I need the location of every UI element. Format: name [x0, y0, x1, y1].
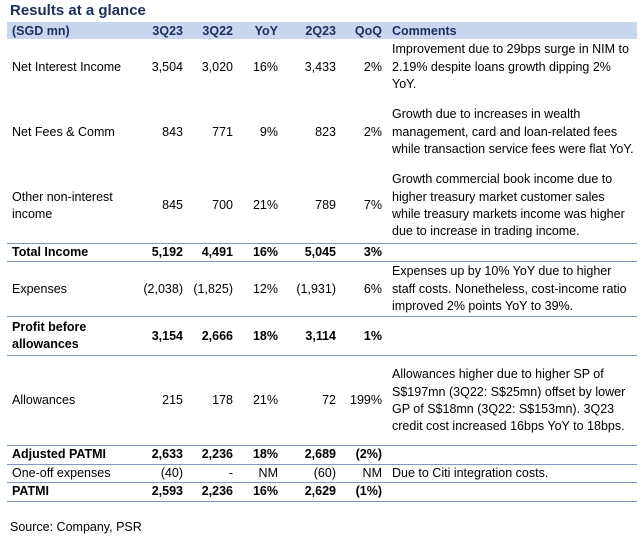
- table-row: Total Income 5,192 4,491 16% 5,045 3%: [7, 242, 637, 262]
- cell-comment: [384, 316, 637, 356]
- cell-comment: Growth commercial book income due to hig…: [392, 172, 625, 239]
- cell-2q23: 2,629: [280, 482, 338, 502]
- cell-yoy: 21%: [252, 198, 278, 213]
- table-row: PATMI 2,593 2,236 16% 2,629 (1%): [7, 482, 637, 502]
- row-label: One-off expenses: [7, 463, 128, 483]
- cell-qoq: 7%: [363, 198, 382, 213]
- cell-yoy: 18%: [235, 445, 280, 465]
- cell-comment: Due to Citi integration costs.: [384, 463, 637, 483]
- row-label: Net Interest Income: [12, 59, 122, 74]
- cell-yoy: 18%: [235, 316, 280, 356]
- cell-2q23: 2,689: [280, 445, 338, 465]
- header-unit: (SGD mn): [7, 22, 128, 39]
- cell-2q23: 3,114: [280, 316, 338, 356]
- cell-qoq: NM: [338, 463, 384, 483]
- cell-qoq: 3%: [338, 242, 384, 262]
- cell-comment: Growth due to increases in wealth manage…: [392, 107, 634, 157]
- cell-2q23: 823: [315, 124, 336, 139]
- results-table: (SGD mn) 3Q23 3Q22 YoY 2Q23 QoQ Comments…: [7, 22, 637, 502]
- cell-3q23: (40): [128, 463, 185, 483]
- cell-qoq: 2%: [363, 124, 382, 139]
- table-row: Expenses (2,038) (1,825) 12% (1,931) 6% …: [7, 261, 637, 317]
- cell-qoq: 1%: [338, 316, 384, 356]
- cell-2q23: 72: [280, 355, 338, 446]
- row-label: Total Income: [7, 242, 128, 262]
- header-comments: Comments: [384, 22, 637, 39]
- row-label: Expenses: [7, 261, 128, 317]
- source-note: Source: Company, PSR: [10, 520, 142, 534]
- cell-3q22: 2,236: [185, 445, 235, 465]
- cell-2q23: 789: [315, 198, 336, 213]
- cell-3q22: 2,236: [185, 482, 235, 502]
- cell-yoy: 9%: [259, 124, 278, 139]
- row-label: Net Fees & Comm: [12, 124, 115, 139]
- cell-3q22: 4,491: [185, 242, 235, 262]
- cell-3q23: 3,504: [151, 59, 183, 74]
- cell-3q23: 3,154: [128, 316, 185, 356]
- cell-3q23: 2,633: [128, 445, 185, 465]
- header-yoy: YoY: [235, 22, 280, 39]
- row-label: PATMI: [7, 482, 128, 502]
- cell-3q22: 178: [185, 355, 235, 446]
- cell-3q23: 845: [162, 198, 183, 213]
- cell-qoq: (2%): [338, 445, 384, 465]
- cell-qoq: 6%: [338, 261, 384, 317]
- table-row: Profit before allowances 3,154 2,666 18%…: [7, 316, 637, 356]
- page-title: Results at a glance: [10, 2, 146, 19]
- cell-2q23: 3,433: [304, 59, 336, 74]
- cell-yoy: 12%: [235, 261, 280, 317]
- cell-3q22: 700: [212, 198, 233, 213]
- table-row: One-off expenses (40) - NM (60) NM Due t…: [7, 463, 637, 483]
- cell-comment: Improvement due to 29bps surge in NIM to…: [392, 42, 629, 92]
- cell-yoy: NM: [235, 463, 280, 483]
- cell-3q23: 2,593: [128, 482, 185, 502]
- cell-3q22: 3,020: [201, 59, 233, 74]
- cell-comment: [384, 445, 637, 465]
- header-qoq: QoQ: [338, 22, 384, 39]
- row-label: Adjusted PATMI: [7, 445, 128, 465]
- table-row: Other non-interest income 845 700 21% 78…: [7, 169, 637, 244]
- cell-comment: [384, 482, 637, 502]
- header-2q23: 2Q23: [280, 22, 338, 39]
- cell-2q23: 5,045: [280, 242, 338, 262]
- cell-qoq: (1%): [338, 482, 384, 502]
- cell-comment: [384, 242, 637, 262]
- table-row: Net Interest Income 3,504 3,020 16% 3,43…: [7, 39, 637, 96]
- cell-3q23: (2,038): [128, 261, 185, 317]
- header-3q23: 3Q23: [128, 22, 185, 39]
- cell-3q23: 843: [162, 124, 183, 139]
- table-row: Adjusted PATMI 2,633 2,236 18% 2,689 (2%…: [7, 445, 637, 465]
- cell-2q23: (60): [280, 463, 338, 483]
- row-label: Profit before allowances: [7, 316, 128, 356]
- cell-3q22: 771: [212, 124, 233, 139]
- cell-3q22: -: [185, 463, 235, 483]
- cell-yoy: 21%: [235, 355, 280, 446]
- cell-comment: Expenses up by 10% YoY due to higher sta…: [384, 261, 637, 317]
- table-row: Net Fees & Comm 843 771 9% 823 2% Growth…: [7, 96, 637, 169]
- row-label: Allowances: [7, 355, 128, 446]
- cell-3q22: (1,825): [185, 261, 235, 317]
- cell-yoy: 16%: [252, 59, 278, 74]
- header-row: (SGD mn) 3Q23 3Q22 YoY 2Q23 QoQ Comments: [7, 22, 637, 39]
- cell-3q23: 5,192: [128, 242, 185, 262]
- cell-3q23: 215: [128, 355, 185, 446]
- table-row: Allowances 215 178 21% 72 199% Allowance…: [7, 355, 637, 446]
- cell-2q23: (1,931): [280, 261, 338, 317]
- cell-comment: Allowances higher due to higher SP of S$…: [384, 355, 637, 446]
- cell-yoy: 16%: [235, 482, 280, 502]
- cell-yoy: 16%: [235, 242, 280, 262]
- cell-qoq: 199%: [338, 355, 384, 446]
- cell-qoq: 2%: [363, 59, 382, 74]
- row-label: Other non-interest income: [12, 189, 113, 221]
- header-3q22: 3Q22: [185, 22, 235, 39]
- cell-3q22: 2,666: [185, 316, 235, 356]
